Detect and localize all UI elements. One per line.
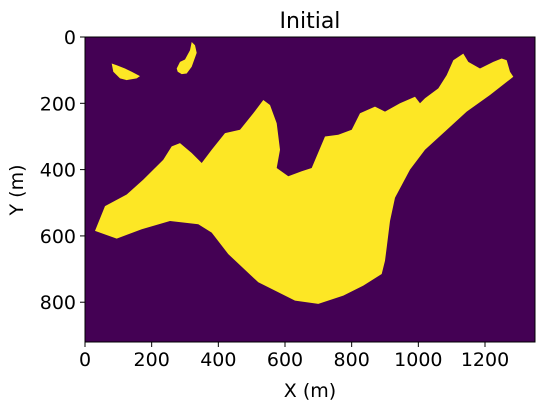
- plot-frame: [84, 36, 536, 343]
- regions-layer: [95, 42, 514, 304]
- x-axis-label: X (m): [284, 380, 336, 402]
- region-1: [111, 63, 140, 81]
- region-2: [176, 42, 197, 75]
- x-tick-label: 800: [334, 349, 370, 371]
- y-axis-label: Y (m): [6, 165, 28, 217]
- x-tick-label: 400: [200, 349, 236, 371]
- chart-title: Initial: [280, 9, 341, 34]
- y-tick-label: 800: [40, 292, 76, 314]
- y-tick-label: 0: [64, 27, 76, 49]
- y-tick-label: 200: [40, 93, 76, 115]
- y-axis-ticks: 0 200 400 600 800: [40, 27, 85, 314]
- x-tick-label: 200: [134, 349, 170, 371]
- x-tick-label: 600: [267, 349, 303, 371]
- x-tick-label: 0: [79, 349, 91, 371]
- x-tick-label: 1200: [461, 349, 509, 371]
- region-0: [95, 53, 514, 304]
- x-axis-ticks: 0 200 400 600 800 1000 1200: [79, 342, 509, 371]
- y-tick-label: 400: [40, 160, 76, 182]
- x-tick-label: 1000: [394, 349, 442, 371]
- y-tick-label: 600: [40, 226, 76, 248]
